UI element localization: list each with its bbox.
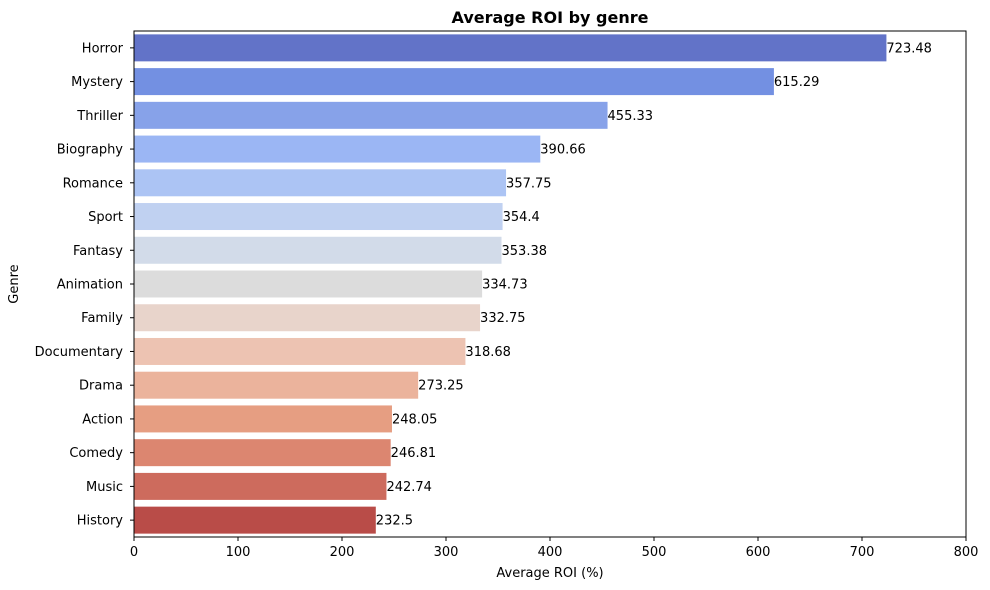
bar-biography bbox=[134, 135, 541, 163]
bar-romance bbox=[134, 169, 507, 197]
bar-drama bbox=[134, 371, 419, 399]
value-labels: 723.48 615.29 455.33 390.66 357.75 354.4 353.3… bbox=[376, 41, 932, 528]
y-tick-label-biography: Biography bbox=[57, 143, 124, 158]
y-tick-label-animation: Animation bbox=[57, 278, 123, 293]
y-tick-label-comedy: Comedy bbox=[69, 446, 123, 461]
value-label-family: 332.75 bbox=[480, 311, 526, 326]
x-tick-label: 300 bbox=[434, 545, 459, 560]
plot-frame bbox=[133, 30, 967, 538]
y-tick-label-fantasy: Fantasy bbox=[73, 244, 123, 259]
y-tick-label-documentary: Documentary bbox=[35, 345, 124, 360]
value-label-comedy: 246.81 bbox=[391, 446, 437, 461]
y-tick-label-history: History bbox=[77, 514, 124, 529]
bar-fantasy bbox=[134, 236, 502, 264]
bar-horror bbox=[134, 34, 887, 62]
y-tick-label-horror: Horror bbox=[82, 41, 124, 56]
y-tick-label-romance: Romance bbox=[63, 176, 123, 191]
x-tick-label: 400 bbox=[538, 545, 563, 560]
value-label-biography: 390.66 bbox=[540, 143, 586, 158]
value-label-sport: 354.4 bbox=[503, 210, 540, 225]
y-tick-label-drama: Drama bbox=[79, 379, 123, 394]
value-label-romance: 357.75 bbox=[506, 176, 552, 191]
value-label-fantasy: 353.38 bbox=[502, 244, 548, 259]
x-tick-label: 100 bbox=[226, 545, 251, 560]
y-tick-label-family: Family bbox=[81, 311, 123, 326]
x-tick-label: 200 bbox=[330, 545, 355, 560]
x-axis-ticks: 0 100 200 300 400 500 600 700 800 bbox=[130, 537, 979, 560]
x-tick-label: 800 bbox=[954, 545, 979, 560]
bars bbox=[134, 34, 887, 534]
value-label-thriller: 455.33 bbox=[608, 109, 654, 124]
x-tick-label: 500 bbox=[642, 545, 667, 560]
value-label-documentary: 318.68 bbox=[465, 345, 511, 360]
y-axis-ticks: Horror Mystery Thriller Biography Romance Spo… bbox=[35, 41, 134, 529]
bar-music bbox=[134, 472, 387, 500]
bar-animation bbox=[134, 270, 483, 298]
y-tick-label-mystery: Mystery bbox=[71, 75, 123, 90]
bar-comedy bbox=[134, 439, 391, 467]
value-label-horror: 723.48 bbox=[886, 41, 932, 56]
bar-documentary bbox=[134, 337, 466, 365]
x-tick-label: 600 bbox=[746, 545, 771, 560]
value-label-music: 242.74 bbox=[386, 480, 432, 495]
chart-title: Average ROI by genre bbox=[452, 8, 649, 27]
bar-history bbox=[134, 506, 376, 534]
y-tick-label-thriller: Thriller bbox=[76, 109, 123, 124]
value-label-drama: 273.25 bbox=[418, 379, 464, 394]
x-axis-label: Average ROI (%) bbox=[496, 566, 603, 581]
bar-action bbox=[134, 405, 392, 433]
y-tick-label-sport: Sport bbox=[88, 210, 123, 225]
bar-sport bbox=[134, 203, 503, 231]
bar-thriller bbox=[134, 101, 608, 129]
x-tick-label: 700 bbox=[850, 545, 875, 560]
bar-mystery bbox=[134, 68, 774, 96]
value-label-history: 232.5 bbox=[376, 514, 413, 529]
value-label-mystery: 615.29 bbox=[774, 75, 820, 90]
y-tick-label-music: Music bbox=[86, 480, 123, 495]
bar-family bbox=[134, 304, 481, 332]
value-label-action: 248.05 bbox=[392, 412, 438, 427]
x-tick-label: 0 bbox=[130, 545, 138, 560]
y-tick-label-action: Action bbox=[82, 412, 123, 427]
value-label-animation: 334.73 bbox=[482, 278, 528, 293]
y-axis-label: Genre bbox=[7, 264, 22, 303]
